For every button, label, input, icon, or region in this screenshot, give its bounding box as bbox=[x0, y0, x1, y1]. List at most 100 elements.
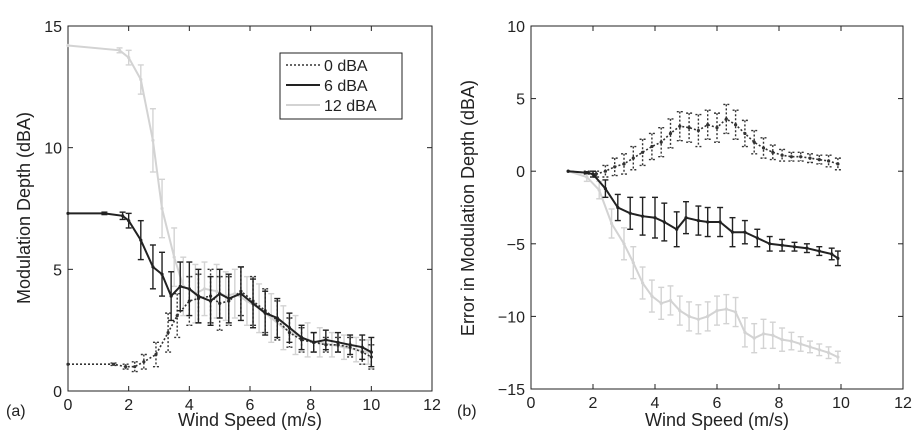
data-point bbox=[127, 219, 131, 223]
x-tick-label: 0 bbox=[64, 397, 73, 414]
data-point bbox=[706, 220, 710, 224]
data-point bbox=[566, 169, 570, 173]
x-tick-label: 4 bbox=[651, 395, 660, 412]
data-point bbox=[817, 157, 821, 162]
data-point bbox=[808, 345, 812, 349]
y-tick-label: 0 bbox=[516, 164, 525, 181]
data-point bbox=[178, 284, 182, 288]
panel-label-a: (a) bbox=[6, 403, 26, 420]
data-point bbox=[641, 281, 645, 285]
data-point bbox=[263, 311, 267, 315]
data-point bbox=[696, 128, 701, 133]
series-12-dba-b bbox=[566, 169, 841, 364]
panel-b: 0 2 4 6 8 10 12 −15 −10 −5 0 5 10 Wind Speed (m/s) E… bbox=[457, 19, 912, 430]
data-point bbox=[789, 339, 794, 343]
data-point bbox=[771, 333, 775, 337]
series-6-dba-a bbox=[66, 211, 375, 368]
data-point bbox=[151, 265, 155, 269]
data-point bbox=[111, 362, 116, 366]
data-point bbox=[196, 294, 201, 298]
data-point bbox=[239, 292, 243, 296]
data-point bbox=[718, 220, 722, 224]
series-line bbox=[567, 170, 839, 359]
data-point bbox=[755, 236, 759, 240]
x-tick-label: 2 bbox=[589, 395, 598, 412]
data-point bbox=[585, 171, 589, 175]
data-point bbox=[215, 289, 219, 293]
data-point bbox=[836, 256, 840, 260]
data-point bbox=[761, 332, 766, 336]
data-point bbox=[275, 316, 279, 320]
data-point bbox=[650, 294, 654, 298]
y-axis-label-b: Error in Modulation Depth (dBA) bbox=[458, 80, 478, 336]
data-point bbox=[668, 131, 673, 136]
data-point bbox=[166, 331, 170, 335]
y-axis-label-a: Modulation Depth (dBA) bbox=[14, 112, 34, 304]
data-point bbox=[139, 238, 143, 242]
x-axis-label-b: Wind Speed (m/s) bbox=[645, 410, 789, 430]
y-tick-label: −15 bbox=[498, 382, 525, 399]
data-point bbox=[151, 138, 155, 142]
data-point bbox=[659, 140, 663, 144]
data-point bbox=[817, 249, 821, 253]
data-point bbox=[227, 296, 231, 301]
plot-frame-b bbox=[530, 25, 904, 390]
data-point bbox=[187, 287, 191, 291]
data-point bbox=[836, 355, 840, 359]
y-tick-label: −10 bbox=[498, 309, 525, 326]
y-tick-label: 5 bbox=[53, 262, 62, 279]
data-point bbox=[780, 338, 784, 342]
x-tick-label: 10 bbox=[832, 395, 850, 412]
data-point bbox=[613, 165, 617, 169]
data-point bbox=[622, 162, 626, 166]
data-point bbox=[102, 211, 106, 215]
data-point bbox=[133, 365, 137, 369]
data-point bbox=[233, 292, 237, 296]
data-point bbox=[696, 317, 701, 321]
data-point bbox=[768, 242, 772, 246]
data-point bbox=[808, 156, 812, 160]
y-tick-label: 15 bbox=[44, 19, 62, 36]
data-point bbox=[66, 211, 70, 215]
data-point bbox=[730, 230, 735, 234]
data-point bbox=[616, 205, 620, 210]
axis-ticks-a: 0 2 4 6 8 10 12 0 5 10 15 bbox=[44, 19, 441, 414]
data-point bbox=[792, 245, 797, 249]
data-point bbox=[66, 362, 70, 366]
data-point bbox=[817, 348, 821, 352]
legend-label: 0 dBA bbox=[324, 58, 368, 75]
data-point bbox=[594, 172, 598, 176]
data-point bbox=[160, 272, 164, 276]
data-point bbox=[369, 350, 373, 354]
panel-label-b: (b) bbox=[457, 403, 477, 420]
data-point bbox=[675, 227, 679, 231]
data-point bbox=[251, 301, 255, 305]
x-tick-label: 2 bbox=[124, 397, 133, 414]
data-point bbox=[724, 307, 728, 311]
data-point bbox=[202, 287, 207, 291]
data-point bbox=[696, 218, 701, 223]
data-point bbox=[743, 330, 747, 334]
series-line bbox=[568, 170, 839, 260]
data-point bbox=[591, 172, 595, 176]
data-point bbox=[743, 131, 747, 136]
data-point bbox=[715, 308, 719, 313]
data-point bbox=[668, 298, 673, 303]
x-tick-label: 6 bbox=[246, 397, 255, 414]
data-point bbox=[827, 351, 831, 355]
y-tick-label: 10 bbox=[44, 141, 62, 158]
x-tick-label: 10 bbox=[362, 397, 380, 414]
data-point bbox=[139, 77, 143, 82]
data-point bbox=[208, 299, 213, 303]
data-point bbox=[678, 124, 682, 128]
data-point bbox=[610, 221, 614, 226]
data-point bbox=[117, 48, 122, 52]
data-point bbox=[603, 169, 608, 173]
data-point bbox=[659, 301, 663, 305]
x-tick-label: 6 bbox=[713, 395, 722, 412]
data-point bbox=[706, 123, 710, 127]
data-point bbox=[160, 206, 164, 211]
legend: 0 dBA 6 dBA 12 dBA bbox=[279, 52, 403, 120]
data-point bbox=[287, 326, 292, 330]
series-group-a bbox=[66, 43, 375, 373]
